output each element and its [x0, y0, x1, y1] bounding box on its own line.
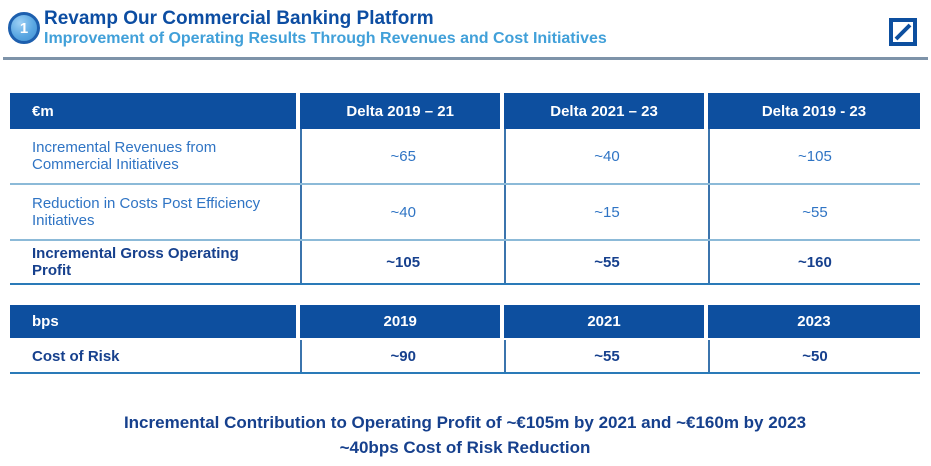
- slide-header: 1 Revamp Our Commercial Banking Platform…: [0, 0, 931, 51]
- table-bps-header-row: bps 2019 2021 2023: [10, 305, 920, 338]
- column-header-2021: 2021: [504, 305, 704, 338]
- cell-value: ~50: [707, 340, 920, 372]
- table-bps: bps 2019 2021 2023 Cost of Risk ~90 ~55 …: [10, 305, 920, 374]
- title-block: Revamp Our Commercial Banking Platform I…: [44, 8, 607, 48]
- cell-value: ~55: [504, 241, 708, 283]
- row-label: Reduction in Costs Post Efficiency Initi…: [32, 195, 261, 229]
- cell-value: ~160: [707, 241, 920, 283]
- takeaway-line-2: ~40bps Cost of Risk Reduction: [339, 437, 591, 457]
- table-row-gross-operating-profit: Incremental Gross Operating Profit ~105 …: [10, 239, 920, 283]
- cell-value: ~105: [707, 129, 920, 183]
- column-header-2023: 2023: [707, 305, 920, 338]
- cell-value: ~105: [300, 241, 504, 283]
- header-divider: [3, 57, 928, 60]
- slide-content: €m Delta 2019 – 21 Delta 2021 – 23 Delta…: [10, 93, 920, 460]
- column-header-unit: bps: [10, 305, 297, 338]
- cell-value: ~40: [300, 185, 504, 239]
- cell-value: ~40: [504, 129, 708, 183]
- table-bps-body: Cost of Risk ~90 ~55 ~50: [10, 338, 920, 374]
- cell-value: ~55: [707, 185, 920, 239]
- cell-value: ~90: [300, 340, 504, 372]
- row-label: Incremental Revenues from Commercial Ini…: [32, 139, 217, 173]
- cell-value: ~15: [504, 185, 708, 239]
- column-header-unit: €m: [10, 93, 297, 129]
- column-header-2019: 2019: [300, 305, 501, 338]
- cell-value: ~65: [300, 129, 504, 183]
- column-header-delta-2019-21: Delta 2019 – 21: [300, 93, 501, 129]
- table-row-cost-of-risk: Cost of Risk ~90 ~55 ~50: [10, 340, 920, 372]
- section-number-badge: 1: [8, 12, 40, 44]
- page-title: Revamp Our Commercial Banking Platform: [44, 8, 434, 29]
- column-header-delta-2019-23: Delta 2019 - 23: [707, 93, 920, 129]
- takeaway-text: Incremental Contribution to Operating Pr…: [10, 411, 920, 460]
- table-row-cost-reduction: Reduction in Costs Post Efficiency Initi…: [10, 183, 920, 239]
- cell-value: ~55: [504, 340, 708, 372]
- column-header-delta-2021-23: Delta 2021 – 23: [504, 93, 704, 129]
- row-label: Cost of Risk: [32, 347, 120, 365]
- table-eur-m-header-row: €m Delta 2019 – 21 Delta 2021 – 23 Delta…: [10, 93, 920, 129]
- page-subtitle: Improvement of Operating Results Through…: [44, 29, 607, 47]
- row-label: Incremental Gross Operating Profit: [32, 245, 239, 279]
- takeaway-line-1: Incremental Contribution to Operating Pr…: [123, 413, 807, 432]
- deutsche-bank-logo-icon: [889, 18, 917, 51]
- table-eur-m: €m Delta 2019 – 21 Delta 2021 – 23 Delta…: [10, 93, 920, 285]
- table-eur-m-body: Incremental Revenues from Commercial Ini…: [10, 129, 920, 285]
- table-row-incremental-revenues: Incremental Revenues from Commercial Ini…: [10, 129, 920, 183]
